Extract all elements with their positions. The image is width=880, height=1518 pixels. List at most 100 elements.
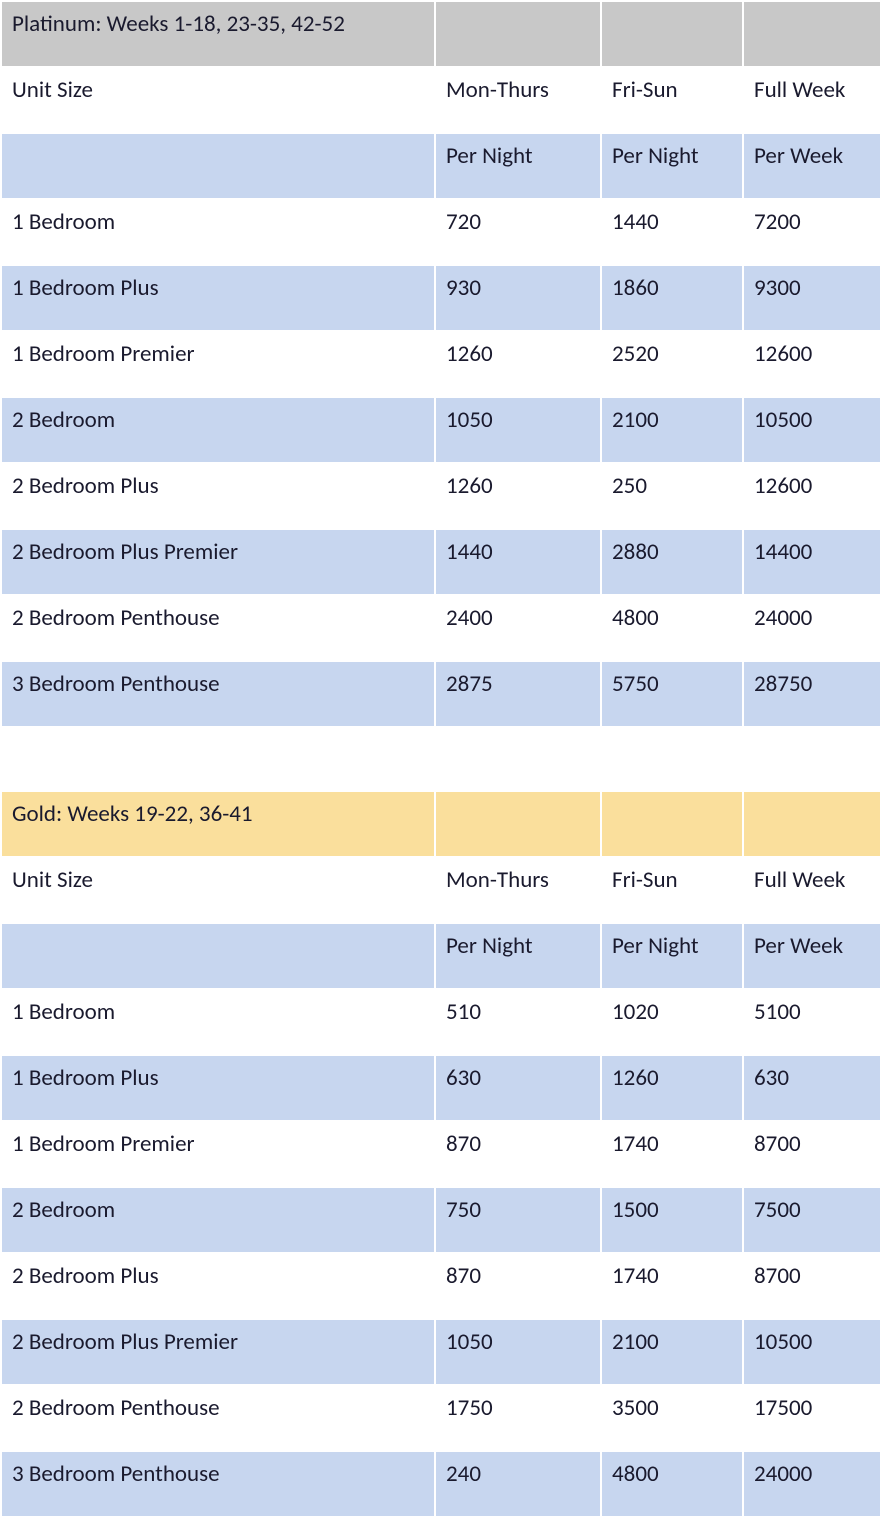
table-row: 2 Bedroom 750 1500 7500	[1, 1187, 880, 1253]
price-cell: 4800	[601, 595, 743, 661]
sub-header	[1, 133, 435, 199]
sub-header: Per Week	[743, 133, 880, 199]
price-cell: 28750	[743, 661, 880, 727]
price-cell: 2875	[435, 661, 601, 727]
price-cell: 3500	[601, 1385, 743, 1451]
unit-size-cell: 3 Bedroom Penthouse	[1, 661, 435, 727]
price-cell: 12600	[743, 331, 880, 397]
price-cell: 250	[601, 463, 743, 529]
price-cell: 750	[435, 1187, 601, 1253]
unit-size-cell: 2 Bedroom Plus	[1, 1253, 435, 1319]
price-cell: 17500	[743, 1385, 880, 1451]
sub-header: Per Night	[435, 133, 601, 199]
unit-size-cell: 1 Bedroom	[1, 199, 435, 265]
price-cell: 870	[435, 1121, 601, 1187]
unit-size-cell: 1 Bedroom Plus	[1, 1055, 435, 1121]
price-cell: 1050	[435, 397, 601, 463]
empty-cell	[435, 727, 601, 791]
sub-header: Per Night	[601, 133, 743, 199]
table-row: 2 Bedroom Plus Premier 1050 2100 10500	[1, 1319, 880, 1385]
pricing-table-container: Platinum: Weeks 1-18, 23-35, 42-52 Unit …	[0, 0, 880, 1518]
table-row: 3 Bedroom Penthouse 240 4800 24000	[1, 1451, 880, 1517]
column-header-row: Unit Size Mon-Thurs Fri-Sun Full Week	[1, 857, 880, 923]
col-header: Mon-Thurs	[435, 857, 601, 923]
col-header: Fri-Sun	[601, 67, 743, 133]
empty-cell	[743, 727, 880, 791]
section-header-row: Gold: Weeks 19-22, 36-41	[1, 791, 880, 857]
col-header: Fri-Sun	[601, 857, 743, 923]
table-row: 1 Bedroom Premier 1260 2520 12600	[1, 331, 880, 397]
price-cell: 1020	[601, 989, 743, 1055]
price-cell: 2880	[601, 529, 743, 595]
price-cell: 930	[435, 265, 601, 331]
section-header-row: Platinum: Weeks 1-18, 23-35, 42-52	[1, 1, 880, 67]
unit-size-cell: 1 Bedroom	[1, 989, 435, 1055]
price-cell: 24000	[743, 1451, 880, 1517]
section-header-empty	[743, 791, 880, 857]
sub-header: Per Night	[601, 923, 743, 989]
price-cell: 1440	[435, 529, 601, 595]
sub-header: Per Week	[743, 923, 880, 989]
price-cell: 2100	[601, 1319, 743, 1385]
price-cell: 14400	[743, 529, 880, 595]
unit-size-cell: 2 Bedroom Plus Premier	[1, 1319, 435, 1385]
col-header: Unit Size	[1, 67, 435, 133]
sub-header-row: Per Night Per Night Per Week	[1, 133, 880, 199]
col-header: Full Week	[743, 67, 880, 133]
table-row: 1 Bedroom Plus 630 1260 630	[1, 1055, 880, 1121]
price-cell: 7200	[743, 199, 880, 265]
section-header-empty	[435, 1, 601, 67]
table-row: 2 Bedroom Plus 1260 250 12600	[1, 463, 880, 529]
table-row: 2 Bedroom 1050 2100 10500	[1, 397, 880, 463]
col-header: Mon-Thurs	[435, 67, 601, 133]
pricing-table: Platinum: Weeks 1-18, 23-35, 42-52 Unit …	[0, 0, 880, 1518]
table-row: 2 Bedroom Plus 870 1740 8700	[1, 1253, 880, 1319]
section-header-empty	[435, 791, 601, 857]
price-cell: 510	[435, 989, 601, 1055]
price-cell: 9300	[743, 265, 880, 331]
empty-cell	[601, 727, 743, 791]
unit-size-cell: 1 Bedroom Premier	[1, 331, 435, 397]
price-cell: 1860	[601, 265, 743, 331]
table-row: 2 Bedroom Penthouse 1750 3500 17500	[1, 1385, 880, 1451]
price-cell: 630	[435, 1055, 601, 1121]
price-cell: 1260	[435, 331, 601, 397]
unit-size-cell: 2 Bedroom Plus Premier	[1, 529, 435, 595]
price-cell: 2520	[601, 331, 743, 397]
unit-size-cell: 2 Bedroom Penthouse	[1, 1385, 435, 1451]
section-header-empty	[601, 1, 743, 67]
price-cell: 5100	[743, 989, 880, 1055]
price-cell: 2100	[601, 397, 743, 463]
price-cell: 12600	[743, 463, 880, 529]
table-row: 2 Bedroom Penthouse 2400 4800 24000	[1, 595, 880, 661]
price-cell: 10500	[743, 397, 880, 463]
price-cell: 240	[435, 1451, 601, 1517]
table-row: 3 Bedroom Penthouse 2875 5750 28750	[1, 661, 880, 727]
section-header-empty	[743, 1, 880, 67]
table-row: 1 Bedroom 510 1020 5100	[1, 989, 880, 1055]
price-cell: 870	[435, 1253, 601, 1319]
unit-size-cell: 2 Bedroom	[1, 1187, 435, 1253]
price-cell: 1740	[601, 1121, 743, 1187]
table-row: 2 Bedroom Plus Premier 1440 2880 14400	[1, 529, 880, 595]
col-header: Full Week	[743, 857, 880, 923]
col-header: Unit Size	[1, 857, 435, 923]
price-cell: 24000	[743, 595, 880, 661]
price-cell: 1260	[601, 1055, 743, 1121]
sub-header: Per Night	[435, 923, 601, 989]
section-title: Gold: Weeks 19-22, 36-41	[1, 791, 435, 857]
column-header-row: Unit Size Mon-Thurs Fri-Sun Full Week	[1, 67, 880, 133]
section-title: Platinum: Weeks 1-18, 23-35, 42-52	[1, 1, 435, 67]
price-cell: 7500	[743, 1187, 880, 1253]
price-cell: 1260	[435, 463, 601, 529]
table-row: 1 Bedroom Plus 930 1860 9300	[1, 265, 880, 331]
price-cell: 1740	[601, 1253, 743, 1319]
price-cell: 10500	[743, 1319, 880, 1385]
unit-size-cell: 2 Bedroom Penthouse	[1, 595, 435, 661]
price-cell: 1750	[435, 1385, 601, 1451]
unit-size-cell: 2 Bedroom Plus	[1, 463, 435, 529]
unit-size-cell: 2 Bedroom	[1, 397, 435, 463]
price-cell: 8700	[743, 1253, 880, 1319]
price-cell: 5750	[601, 661, 743, 727]
price-cell: 630	[743, 1055, 880, 1121]
